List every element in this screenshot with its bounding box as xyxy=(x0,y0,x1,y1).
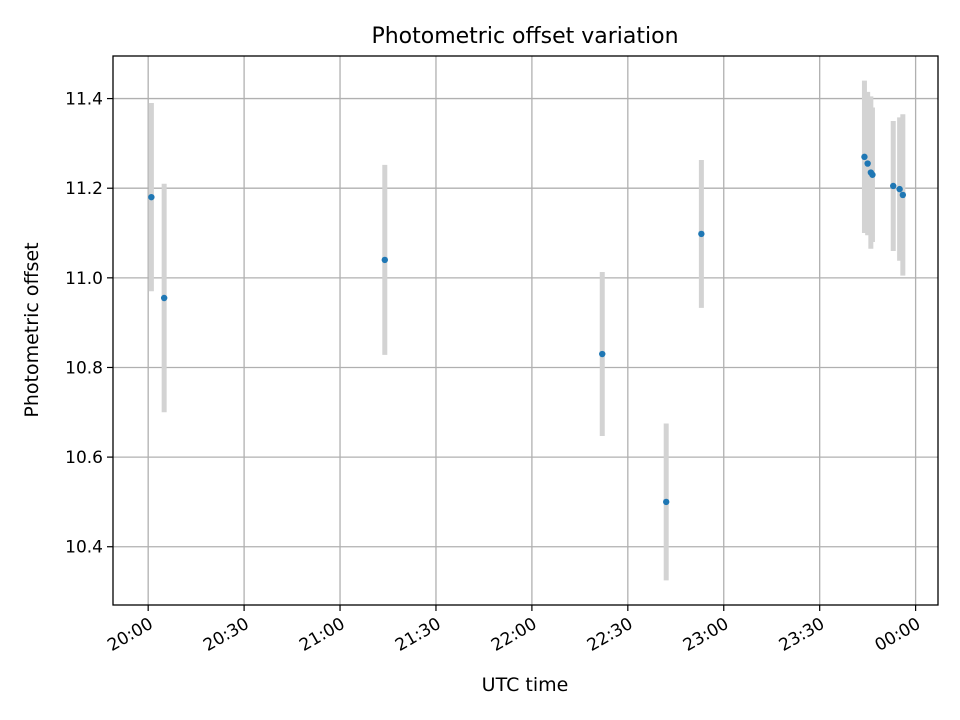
data-point xyxy=(896,185,903,193)
data-point xyxy=(890,182,897,190)
data-point xyxy=(662,498,670,506)
plot-frame xyxy=(112,55,939,606)
y-axis-label: Photometric offset xyxy=(21,242,43,417)
data-point xyxy=(899,191,907,199)
y-tick-label: 10.8 xyxy=(65,358,103,378)
x-tick-label: 21:00 xyxy=(296,614,348,656)
y-tick-label: 10.4 xyxy=(65,538,103,558)
x-tick-label: 22:30 xyxy=(584,614,636,656)
y-axis-ticks: 10.4 10.6 10.8 11.0 11.2 11.4 xyxy=(65,90,113,558)
grid xyxy=(113,56,938,605)
data-point xyxy=(861,153,868,161)
y-tick-label: 10.6 xyxy=(65,448,103,468)
data-point xyxy=(698,230,705,238)
chart-title: Photometric offset variation xyxy=(371,24,678,49)
data-point xyxy=(148,193,155,201)
x-tick-label: 23:00 xyxy=(680,614,732,656)
data-point xyxy=(864,160,871,167)
data-point xyxy=(381,256,389,264)
x-axis-ticks: 20:00 20:30 21:00 21:30 22:00 22:30 23:00 23:30… xyxy=(104,605,924,656)
y-tick-label: 11.0 xyxy=(65,269,103,289)
data-point xyxy=(160,294,168,302)
x-tick-label: 20:30 xyxy=(200,614,252,656)
data-points xyxy=(148,153,907,506)
x-tick-label: 22:00 xyxy=(488,614,540,656)
y-tick-label: 11.4 xyxy=(65,90,103,110)
x-axis-label: UTC time xyxy=(482,674,569,696)
x-tick-label: 23:30 xyxy=(776,614,828,656)
x-tick-label: 20:00 xyxy=(104,614,156,656)
data-point xyxy=(599,350,606,358)
error-bars xyxy=(148,80,906,581)
data-point xyxy=(869,171,876,178)
y-tick-label: 11.2 xyxy=(65,179,103,199)
x-tick-label: 00:00 xyxy=(872,614,924,656)
x-tick-label: 21:30 xyxy=(392,614,444,656)
